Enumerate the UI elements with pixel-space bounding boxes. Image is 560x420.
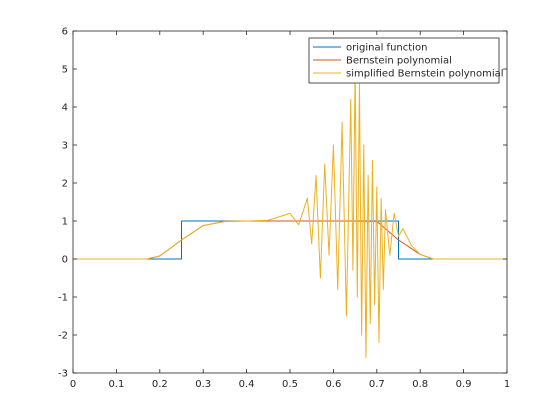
x-tick-label: 1	[504, 379, 510, 390]
x-tick-label: 0.2	[152, 379, 168, 390]
y-tick-label: 3	[62, 141, 68, 152]
y-tick-label: 6	[62, 27, 68, 38]
y-tick-label: -1	[58, 293, 68, 304]
x-axis: 0 0.1 0.2 0.3 0.4 0.5 0.6 0.7 0.8 0.9 1	[70, 31, 510, 390]
y-tick-label: 4	[62, 103, 68, 114]
y-axis: -3 -2 -1 0 1 2 3 4 5 6	[58, 27, 507, 380]
legend-label-2: simplified Bernstein polynomial	[346, 69, 504, 80]
x-tick-label: 0.8	[412, 379, 428, 390]
y-tick-label: 0	[62, 255, 68, 266]
legend-label-1: Bernstein polynomial	[346, 56, 452, 67]
plot-area	[73, 31, 507, 373]
x-tick-label: 0.9	[456, 379, 472, 390]
y-tick-label: 1	[62, 217, 68, 228]
legend-label-0: original function	[346, 43, 427, 54]
x-tick-label: 0.6	[325, 379, 341, 390]
x-tick-label: 0.7	[369, 379, 385, 390]
x-tick-label: 0.5	[282, 379, 298, 390]
x-tick-label: 0	[70, 379, 76, 390]
y-tick-label: -3	[58, 369, 68, 380]
legend: original function Bernstein polynomial sim…	[308, 37, 504, 84]
x-tick-label: 0.1	[108, 379, 124, 390]
y-tick-label: 2	[62, 179, 68, 190]
y-tick-label: -2	[58, 331, 68, 342]
x-tick-label: 0.3	[195, 379, 211, 390]
x-tick-label: 0.4	[239, 379, 255, 390]
y-tick-label: 5	[62, 65, 68, 76]
